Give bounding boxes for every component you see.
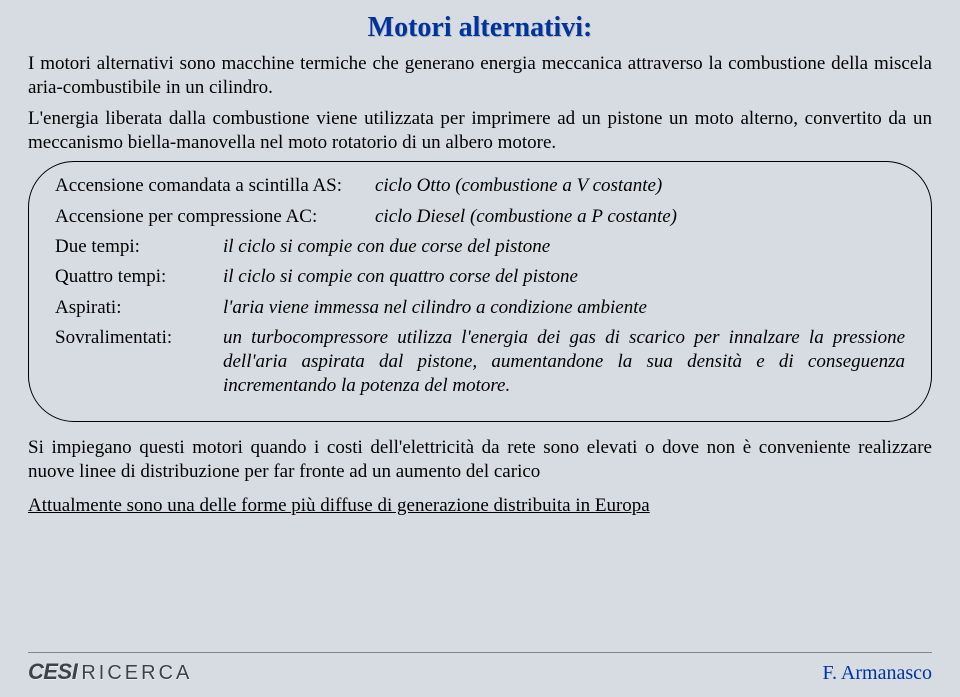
definition-label: Accensione per compressione AC: xyxy=(55,205,375,229)
intro-paragraph-1: I motori alternativi sono macchine termi… xyxy=(28,52,932,101)
definition-row: Due tempi: il ciclo si compie con due co… xyxy=(55,235,905,259)
definition-value: il ciclo si compie con quattro corse del… xyxy=(223,265,905,289)
slide-title: Motori alternativi: xyxy=(28,12,932,44)
definition-row: Sovralimentati: un turbocompressore util… xyxy=(55,326,905,399)
logo: CESI RICERCA xyxy=(28,659,192,685)
definition-row: Accensione comandata a scintilla AS: cic… xyxy=(55,174,905,198)
logo-text-bold: CESI xyxy=(28,659,77,685)
definitions-box: Accensione comandata a scintilla AS: cic… xyxy=(28,161,932,422)
definition-row: Accensione per compressione AC: ciclo Di… xyxy=(55,205,905,229)
body-paragraph-3: Si impiegano questi motori quando i cost… xyxy=(28,436,932,485)
logo-text-light: RICERCA xyxy=(81,662,192,685)
definition-label: Accensione comandata a scintilla AS: xyxy=(55,174,375,198)
definition-label: Due tempi: xyxy=(55,235,223,259)
definition-label: Aspirati: xyxy=(55,296,223,320)
author-name: F. Armanasco xyxy=(823,662,933,685)
definition-label: Quattro tempi: xyxy=(55,265,223,289)
definition-value: ciclo Otto (combustione a V costante) xyxy=(375,174,662,198)
definition-value: l'aria viene immessa nel cilindro a cond… xyxy=(223,296,905,320)
footer: CESI RICERCA F. Armanasco xyxy=(28,652,932,685)
body-paragraph-4: Attualmente sono una delle forme più dif… xyxy=(28,494,932,518)
definition-value: ciclo Diesel (combustione a P costante) xyxy=(375,205,677,229)
definition-row: Quattro tempi: il ciclo si compie con qu… xyxy=(55,265,905,289)
intro-paragraph-2: L'energia liberata dalla combustione vie… xyxy=(28,107,932,156)
definition-row: Aspirati: l'aria viene immessa nel cilin… xyxy=(55,296,905,320)
definition-value: un turbocompressore utilizza l'energia d… xyxy=(223,326,905,399)
definition-label: Sovralimentati: xyxy=(55,326,223,399)
slide-container: Motori alternativi: I motori alternativi… xyxy=(0,0,960,697)
definition-value: il ciclo si compie con due corse del pis… xyxy=(223,235,905,259)
